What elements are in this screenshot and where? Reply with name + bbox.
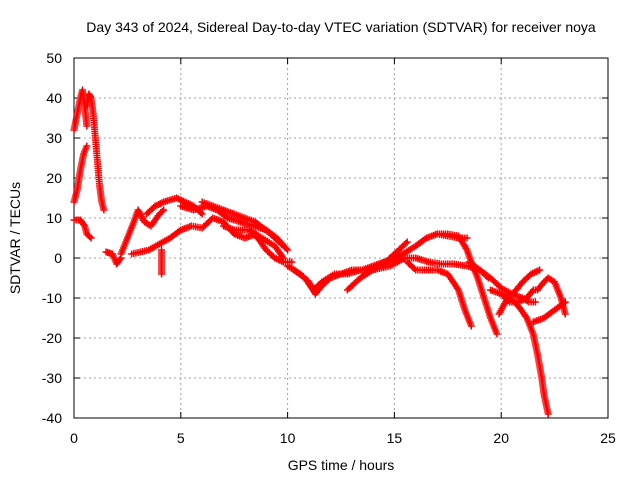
x-axis-tick-labels: 0 5 10 15 20 25 <box>70 430 616 446</box>
y-tick-label: 10 <box>46 210 62 226</box>
data-point <box>116 256 124 263</box>
data-point <box>402 239 410 247</box>
y-tick-label: 0 <box>54 250 62 266</box>
data-point <box>463 234 471 242</box>
x-tick-label: 0 <box>70 430 78 446</box>
series-arc-9 <box>158 246 166 278</box>
data-point <box>86 233 94 241</box>
data-point <box>410 265 418 273</box>
x-tick-label: 15 <box>387 430 403 446</box>
series-arc-13 <box>245 226 296 266</box>
x-tick-label: 25 <box>600 430 616 446</box>
data-point <box>561 298 569 306</box>
data-point <box>284 246 292 254</box>
data-point <box>544 410 552 418</box>
x-tick-label: 10 <box>280 430 296 446</box>
series-arc-3 <box>70 142 91 206</box>
data-point <box>561 310 569 318</box>
y-tick-label: 50 <box>46 50 62 66</box>
series-arc-2 <box>83 90 108 214</box>
y-tick-label: 20 <box>46 170 62 186</box>
data-point <box>560 299 568 307</box>
y-tick-label: -20 <box>42 330 62 346</box>
data-points <box>70 86 569 418</box>
y-tick-label: -40 <box>42 410 62 426</box>
x-axis-label: GPS time / hours <box>288 457 395 473</box>
data-point <box>158 207 166 215</box>
data-point <box>467 322 475 330</box>
series-arc-20 <box>433 230 471 242</box>
series-arc-24 <box>495 266 544 318</box>
data-point <box>536 266 544 274</box>
series-arc-11 <box>198 198 287 250</box>
data-point <box>87 234 95 242</box>
plot-area-border <box>73 57 609 419</box>
y-tick-label: 40 <box>46 90 62 106</box>
data-point <box>403 238 411 246</box>
data-point <box>83 142 91 150</box>
data-point <box>288 258 296 266</box>
y-axis-tick-labels: -40 -30 -20 -10 0 10 20 30 40 50 <box>42 50 62 426</box>
data-point <box>531 298 539 306</box>
x-tick-label: 5 <box>177 430 185 446</box>
data-point <box>493 330 501 338</box>
x-tick-label: 20 <box>493 430 509 446</box>
series-arc-18 <box>386 230 501 338</box>
data-point <box>198 210 206 218</box>
axis-ticks <box>73 57 609 419</box>
y-tick-label: -30 <box>42 370 62 386</box>
data-point <box>83 122 91 130</box>
series-arc-25 <box>529 298 569 326</box>
chart-title: Day 343 of 2024, Sidereal Day-to-day VTE… <box>86 19 596 35</box>
series-arc-19 <box>403 258 475 330</box>
data-point <box>158 246 166 254</box>
data-point <box>100 206 108 214</box>
data-point <box>279 242 287 250</box>
series-arc-4 <box>70 216 95 242</box>
y-tick-label: 30 <box>46 130 62 146</box>
series-arc-5 <box>102 248 125 268</box>
y-tick-label: -10 <box>42 290 62 306</box>
data-point <box>160 206 168 214</box>
series-arc-6 <box>117 206 168 258</box>
y-axis-label: SDTVAR / TECUs <box>7 182 23 294</box>
